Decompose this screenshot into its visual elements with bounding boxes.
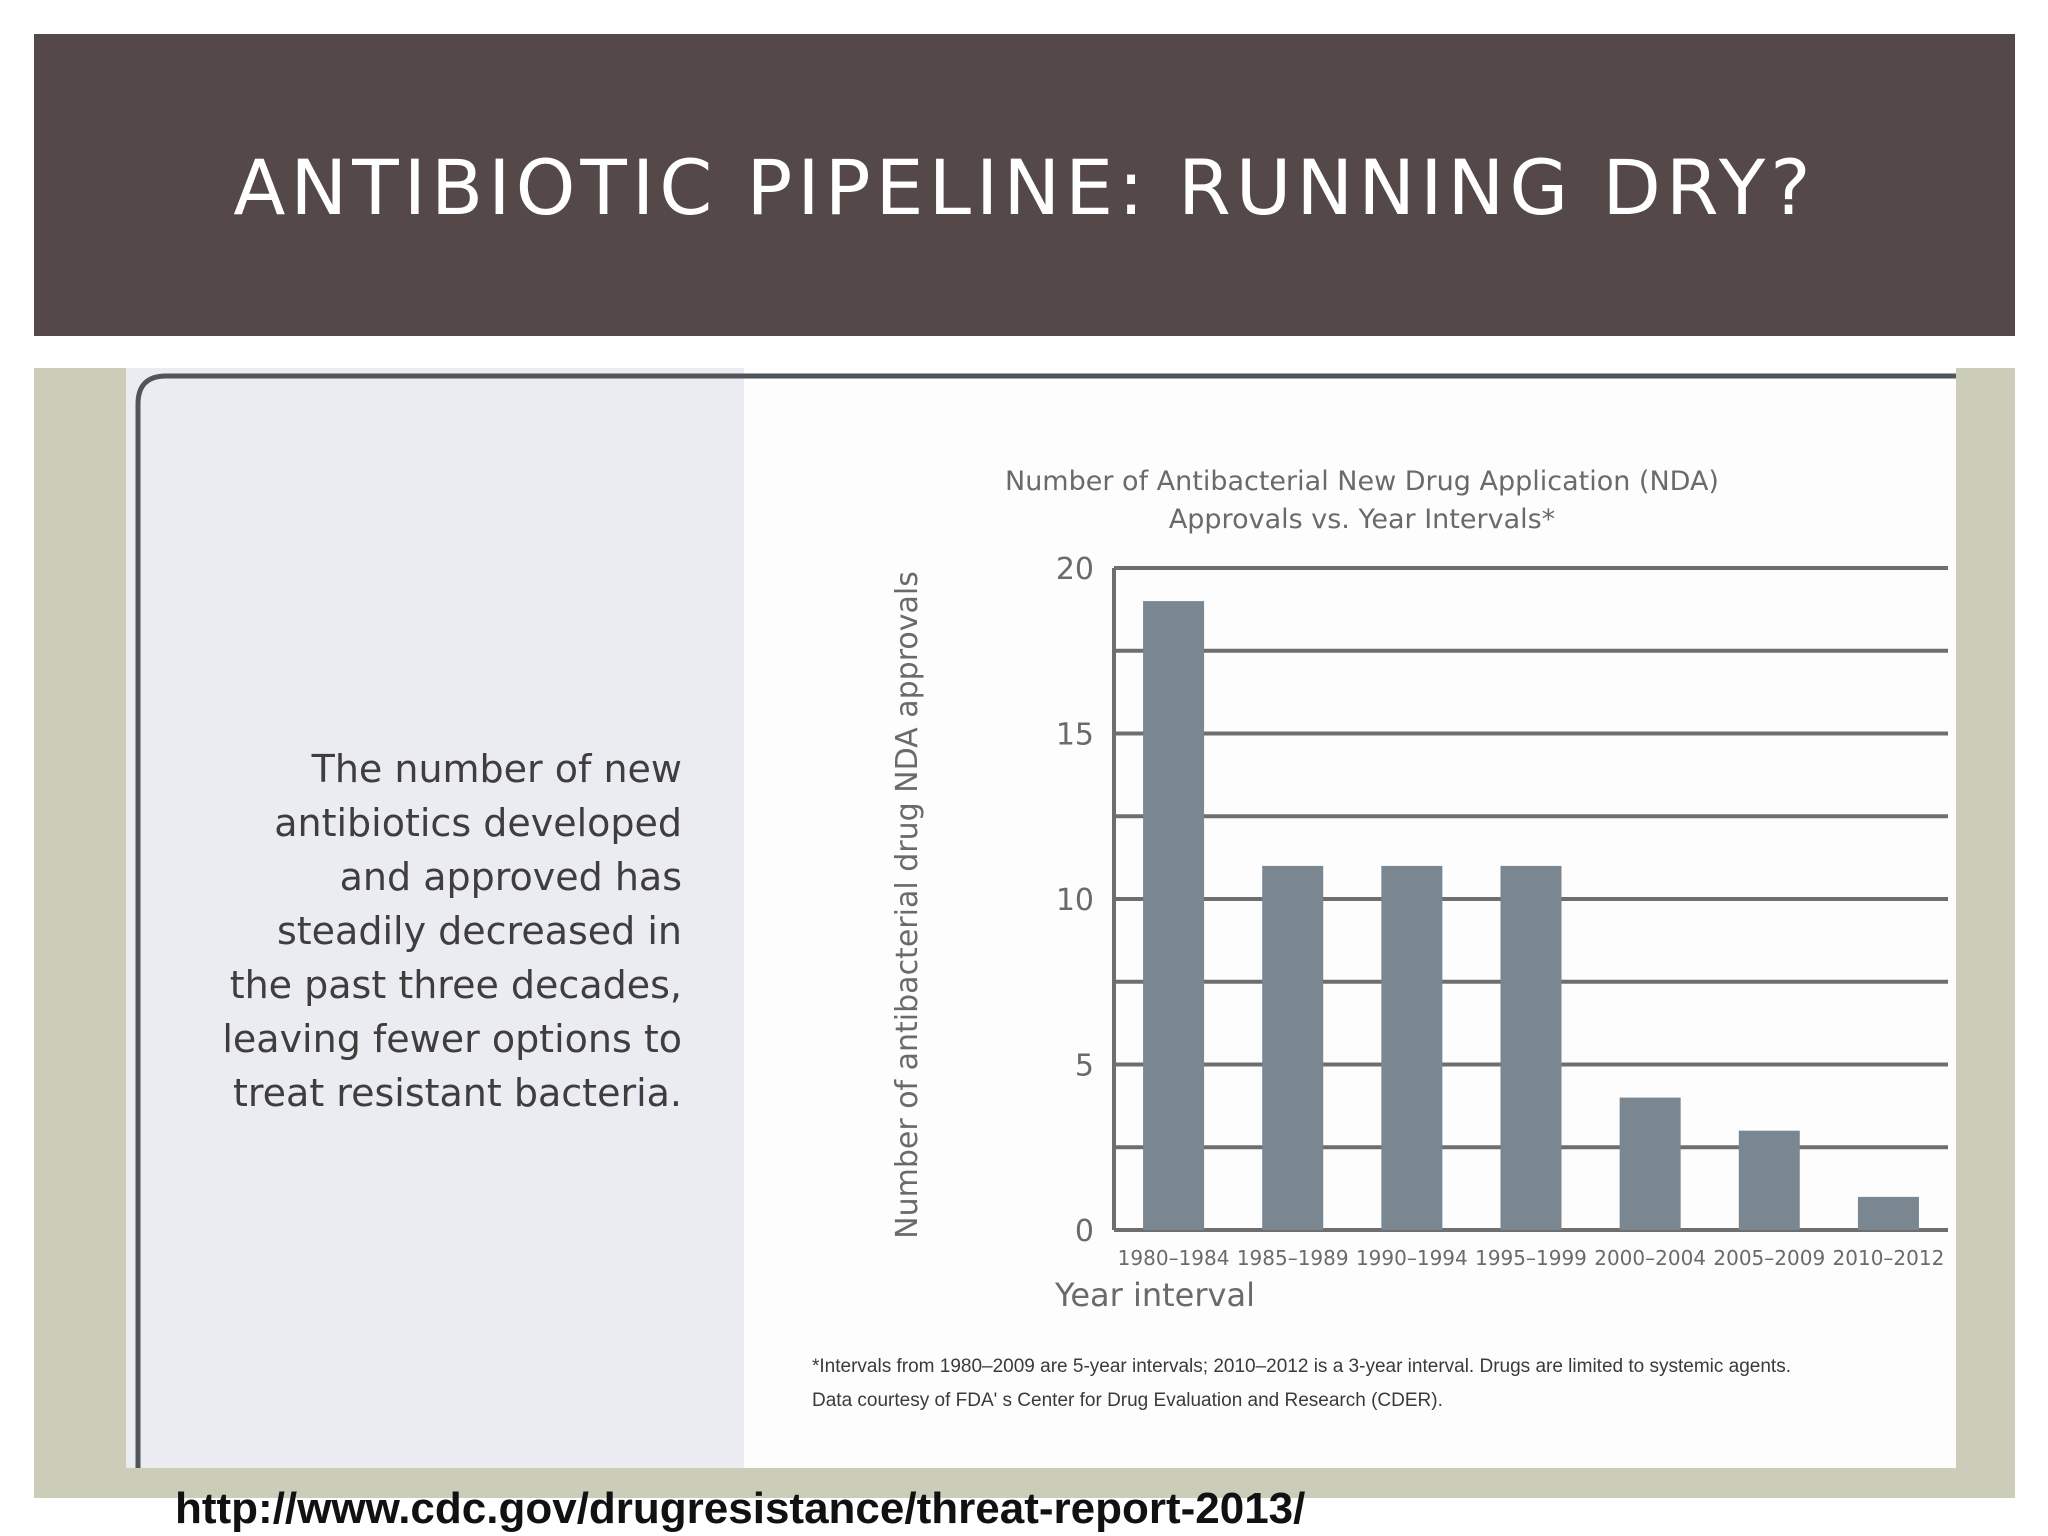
footnote-line-1: *Intervals from 1980–2009 are 5-year int… xyxy=(812,1356,1791,1377)
y-tick-label: 20 xyxy=(1056,552,1094,587)
x-tick-label: 1995–1999 xyxy=(1475,1246,1587,1270)
y-tick-label: 5 xyxy=(1075,1049,1094,1084)
x-tick-label: 2000–2004 xyxy=(1594,1246,1706,1270)
bar-1 xyxy=(1143,601,1205,1230)
title-bar: ANTIBIOTIC PIPELINE: RUNNING DRY? xyxy=(34,34,2015,336)
x-tick-label: 2010–2012 xyxy=(1833,1246,1945,1270)
y-tick-labels: 0 5 10 15 20 xyxy=(1056,552,1094,1249)
bar-7 xyxy=(1857,1196,1919,1230)
slide-title: ANTIBIOTIC PIPELINE: RUNNING DRY? xyxy=(233,142,1816,232)
bar-chart: Number of Antibacterial New Drug Applica… xyxy=(890,466,1948,1314)
y-tick-label: 15 xyxy=(1056,718,1094,753)
x-tick-labels: 1980–1984 1985–1989 1990–1994 1995–1999 2000… xyxy=(1118,1246,1945,1270)
x-tick-label: 1990–1994 xyxy=(1356,1246,1468,1270)
figure-frame: The number of new antibiotics developed … xyxy=(34,368,2015,1498)
bar-5 xyxy=(1619,1097,1681,1230)
y-tick-label: 10 xyxy=(1056,883,1094,918)
chart-title-line-1: Number of Antibacterial New Drug Applica… xyxy=(1005,466,1719,497)
description-text: The number of new antibiotics developed … xyxy=(222,747,682,1115)
y-tick-label: 0 xyxy=(1075,1214,1094,1249)
x-tick-label: 1985–1989 xyxy=(1237,1246,1349,1270)
chart-footnote: *Intervals from 1980–2009 are 5-year int… xyxy=(812,1350,1912,1418)
bar-6 xyxy=(1738,1130,1800,1230)
footnote-line-2: Data courtesy of FDA' s Center for Drug … xyxy=(812,1390,1443,1411)
bar-3 xyxy=(1381,865,1443,1230)
source-link[interactable]: http://www.cdc.gov/drugresistance/threat… xyxy=(175,1484,1306,1533)
bar-2 xyxy=(1262,865,1324,1230)
x-tick-label: 1980–1984 xyxy=(1118,1246,1230,1270)
chart-title-line-2: Approvals vs. Year Intervals* xyxy=(1169,504,1555,535)
x-tick-label: 2005–2009 xyxy=(1713,1246,1825,1270)
bars xyxy=(1143,601,1919,1230)
figure-panel: The number of new antibiotics developed … xyxy=(126,368,1956,1468)
bar-4 xyxy=(1500,865,1562,1230)
y-axis-label: Number of antibacterial drug NDA approva… xyxy=(890,571,925,1239)
x-axis-label: Year interval xyxy=(1054,1276,1255,1314)
